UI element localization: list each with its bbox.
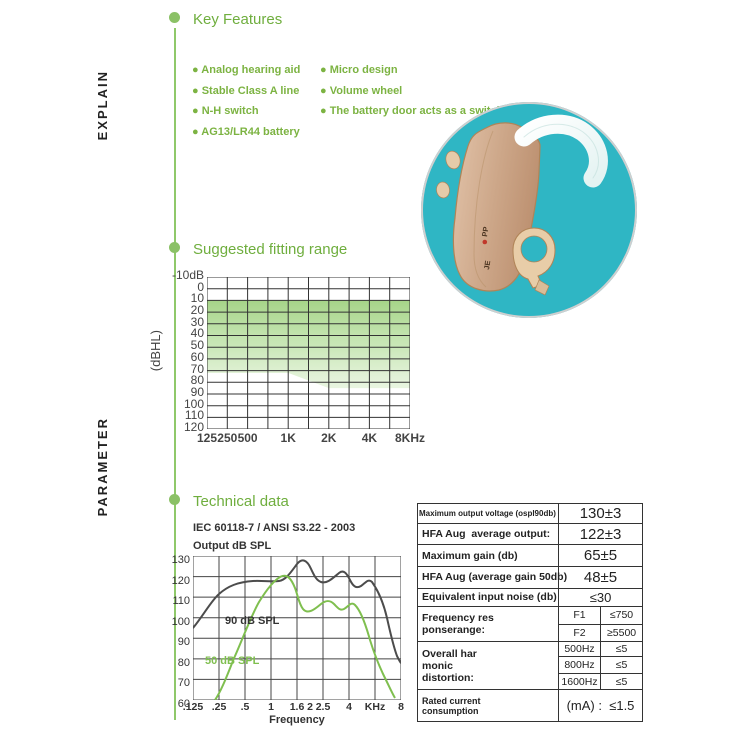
svg-text:90 dB SPL: 90 dB SPL bbox=[225, 615, 280, 627]
svg-text:JE: JE bbox=[482, 260, 492, 270]
svg-text:PP: PP bbox=[480, 226, 490, 237]
svg-text:50 dB SPL: 50 dB SPL bbox=[205, 655, 260, 667]
